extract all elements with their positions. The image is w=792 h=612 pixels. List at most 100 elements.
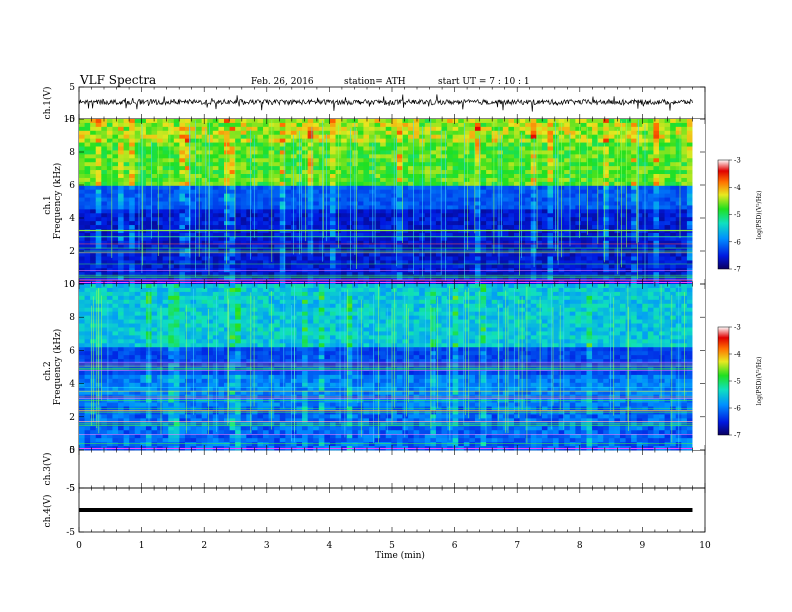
spectrogram-cell — [296, 264, 303, 269]
spectrogram-cell — [101, 438, 108, 443]
spectrogram-cell — [536, 162, 543, 167]
spectrogram-cell — [329, 130, 336, 136]
spectrogram-cell — [553, 256, 560, 261]
ch1-spectrogram-heatmap — [79, 119, 705, 285]
spectrogram-cell — [435, 197, 442, 202]
spectrogram-cell — [408, 232, 415, 238]
spectrogram-cell — [419, 209, 426, 214]
spectrogram-cell — [480, 197, 487, 202]
spectrogram-cell — [435, 130, 442, 136]
spectrogram-cell — [207, 162, 214, 167]
spectrogram-cell — [430, 209, 437, 214]
spectrogram-cell — [419, 213, 426, 218]
spectrogram-cell — [586, 142, 593, 147]
spectrogram-cell — [631, 217, 638, 222]
spectrogram-cell — [157, 177, 164, 183]
spectrogram-cell — [514, 130, 520, 136]
spectrogram-cell — [497, 150, 504, 155]
spectrogram-cell — [352, 236, 359, 242]
spectrogram-cell — [145, 193, 152, 198]
spectrogram-cell — [608, 244, 615, 250]
spectrogram-cell — [257, 244, 264, 250]
spectrogram-cell — [302, 162, 309, 167]
spectrogram-cell — [218, 236, 225, 242]
spectrogram-cell — [79, 418, 85, 423]
spectrogram-cell — [580, 142, 587, 147]
spectrogram-cell — [190, 205, 197, 210]
spectrogram-cell — [341, 232, 348, 238]
spectrogram-cell — [441, 209, 448, 214]
spectrogram-cell — [396, 193, 403, 198]
spectrogram-cell — [184, 209, 191, 214]
spectrogram-cell — [447, 122, 454, 128]
spectrogram-cell — [653, 240, 660, 246]
spectrogram-cell — [90, 236, 97, 242]
spectrogram-cell — [502, 181, 509, 187]
spectrogram-cell — [112, 126, 119, 132]
spectrogram-cell — [290, 158, 297, 163]
spectrogram-cell — [201, 221, 208, 226]
spectrogram-cell — [441, 260, 448, 265]
spectrogram-cell — [497, 272, 504, 277]
spectrogram-cell — [140, 174, 147, 179]
spectrogram-cell — [430, 130, 437, 136]
spectrogram-cell — [380, 154, 387, 159]
spectrogram-cell — [84, 382, 91, 388]
spectrogram-cell — [157, 229, 164, 234]
spectrogram-cell — [603, 213, 610, 218]
spectrogram-cell — [525, 225, 532, 230]
spectrogram-cell — [497, 138, 504, 143]
spectrogram-cell — [435, 154, 442, 159]
spectrogram-cell — [564, 185, 571, 191]
spectrogram-cell — [502, 170, 509, 175]
spectrogram-cell — [491, 154, 498, 159]
spectrogram-cell — [157, 260, 164, 265]
spectrogram-cell — [575, 213, 582, 218]
spectrogram-cell — [179, 232, 186, 238]
spectrogram-cell — [313, 146, 320, 151]
spectrogram-cell — [357, 225, 364, 230]
spectrogram-cell — [619, 217, 626, 222]
spectrogram-cell — [90, 217, 97, 222]
spectrogram-cell — [592, 232, 599, 238]
spectrogram-cell — [541, 205, 548, 210]
spectrogram-cell — [263, 236, 270, 242]
spectrogram-cell — [134, 240, 141, 246]
spectrogram-cell — [190, 232, 197, 238]
spectrogram-cell — [486, 146, 493, 151]
spectrogram-cell — [480, 264, 487, 269]
spectrogram-cell — [636, 217, 643, 222]
spectrogram-cell — [380, 264, 387, 269]
spectrogram-cell — [235, 276, 242, 281]
spectrogram-cell — [597, 209, 604, 214]
spectrogram-cell — [647, 232, 654, 238]
spectrogram-cell — [90, 213, 97, 218]
spectrogram-cell — [307, 170, 314, 175]
spectrogram-cell — [229, 205, 236, 210]
spectrogram-cell — [290, 236, 297, 242]
spectrogram-cell — [402, 229, 409, 234]
spectrogram-cell — [586, 221, 593, 226]
spectrogram-cell — [318, 162, 325, 167]
spectrogram-cell — [413, 232, 420, 238]
spectrogram-cell — [240, 276, 247, 281]
spectrogram-cell — [385, 130, 392, 136]
spectrogram-cell — [101, 378, 108, 384]
spectrogram-cell — [502, 252, 509, 257]
spectrogram-cell — [118, 236, 125, 242]
spectrogram-cell — [246, 209, 253, 214]
spectrogram-cell — [625, 236, 632, 242]
spectrogram-cell — [675, 229, 682, 234]
spectrogram-cell — [140, 272, 147, 277]
spectrogram-cell — [402, 213, 409, 218]
spectrogram-cell — [251, 209, 258, 214]
spectrogram-cell — [101, 299, 108, 305]
spectrogram-cell — [173, 193, 180, 198]
spectrogram-cell — [374, 177, 381, 183]
spectrogram-cell — [201, 170, 208, 175]
spectrogram-cell — [580, 264, 587, 269]
spectrogram-cell — [463, 201, 470, 206]
spectrogram-cell — [112, 323, 119, 328]
spectrogram-cell — [173, 134, 180, 140]
spectrogram-cell — [90, 422, 97, 427]
